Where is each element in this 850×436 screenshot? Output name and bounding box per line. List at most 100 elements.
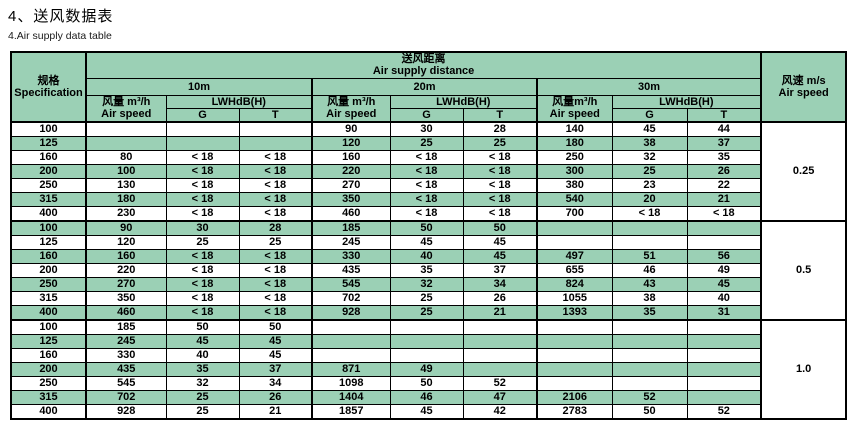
value-cell: 1098 [311, 375, 391, 391]
spec-cell: 250 [10, 177, 87, 193]
value-cell: 50 [238, 318, 313, 335]
value-cell [311, 347, 391, 363]
table-row: 200 100 < 18 < 18 220 < 18 < 18 300 25 26 [10, 163, 846, 179]
value-cell: < 18 [165, 163, 240, 179]
value-cell: 45 [165, 333, 240, 349]
value-cell: < 18 [238, 177, 313, 193]
value-cell: 32 [389, 276, 464, 292]
air-speed-header-en: Air speed [778, 86, 829, 99]
value-cell: 220 [85, 262, 167, 278]
spec-cell: 200 [10, 262, 87, 278]
value-cell [686, 219, 762, 236]
value-cell: 928 [85, 403, 167, 419]
value-cell: 245 [85, 333, 167, 349]
value-cell: 50 [389, 375, 464, 391]
table-row: 125 245 45 45 [10, 333, 846, 349]
value-cell: < 18 [238, 304, 313, 320]
table-row: 315 702 25 26 1404 46 47 2106 52 [10, 389, 846, 405]
value-cell: < 18 [238, 248, 313, 264]
table-row: 250 545 32 34 1098 50 52 [10, 375, 846, 391]
value-cell [536, 318, 613, 335]
value-cell: 52 [462, 375, 538, 391]
value-cell: 20 [611, 191, 688, 207]
value-cell: < 18 [389, 191, 464, 207]
spec-header-zh: 规格 [37, 74, 60, 87]
value-cell: 25 [389, 290, 464, 306]
value-cell: 49 [389, 361, 464, 377]
value-cell [686, 347, 762, 363]
value-cell [536, 375, 613, 391]
value-cell: < 18 [611, 205, 688, 221]
flow-header-30m-en: Air speed [549, 108, 600, 120]
spec-cell: 400 [10, 205, 87, 221]
value-cell [389, 333, 464, 349]
value-cell [611, 347, 688, 363]
value-cell: < 18 [165, 177, 240, 193]
value-cell: 26 [462, 290, 538, 306]
value-cell: < 18 [238, 191, 313, 207]
spec-cell: 400 [10, 304, 87, 320]
spec-cell: 160 [10, 248, 87, 264]
value-cell: 700 [536, 205, 613, 221]
flow-header-10m-zh: 风量 m³/h [102, 96, 151, 108]
value-cell: 497 [536, 248, 613, 264]
t-header-10m: T [238, 107, 313, 122]
value-cell: 25 [462, 135, 538, 151]
air-speed-header-zh: 风速 m/s [781, 74, 826, 87]
value-cell [238, 120, 313, 137]
value-cell: 45 [389, 234, 464, 250]
spec-cell: 160 [10, 347, 87, 363]
value-cell [686, 318, 762, 335]
value-cell: 23 [611, 177, 688, 193]
section-title-zh: 4、送风数据表 [8, 8, 114, 25]
value-cell [536, 234, 613, 250]
value-cell [85, 120, 167, 137]
spec-cell: 315 [10, 290, 87, 306]
value-cell: 1393 [536, 304, 613, 320]
value-cell: 90 [311, 120, 391, 137]
value-cell [686, 234, 762, 250]
air-speed-header-cell: 风速 m/s Air speed [760, 51, 847, 122]
table-row: 100 90 30 28 140 45 44 0.25 [10, 120, 847, 221]
value-cell: 56 [686, 248, 762, 264]
value-cell: 2106 [536, 389, 613, 405]
value-cell: 45 [462, 234, 538, 250]
value-cell: < 18 [165, 304, 240, 320]
value-cell: 140 [536, 120, 613, 137]
value-cell: 21 [462, 304, 538, 320]
value-cell: 40 [389, 248, 464, 264]
spec-header-en: Specification [14, 86, 83, 99]
value-cell: < 18 [238, 149, 313, 165]
value-cell [311, 318, 391, 335]
spec-cell: 160 [10, 149, 87, 165]
value-cell: < 18 [462, 149, 538, 165]
value-cell: 245 [311, 234, 391, 250]
value-cell: 25 [389, 135, 464, 151]
air-speed-value-cell: 1.0 [760, 318, 847, 419]
value-cell: 26 [686, 163, 762, 179]
value-cell [611, 333, 688, 349]
value-cell [389, 347, 464, 363]
t-header-30m: T [686, 107, 762, 122]
value-cell: 702 [311, 290, 391, 306]
value-cell [238, 135, 313, 151]
value-cell: < 18 [389, 177, 464, 193]
value-cell: 32 [165, 375, 240, 391]
value-cell: 26 [238, 389, 313, 405]
value-cell: 230 [85, 205, 167, 221]
value-cell [686, 389, 762, 405]
value-cell [686, 333, 762, 349]
value-cell: < 18 [238, 290, 313, 306]
value-cell: 540 [536, 191, 613, 207]
value-cell: 46 [611, 262, 688, 278]
value-cell [536, 219, 613, 236]
value-cell: 45 [238, 347, 313, 363]
value-cell: 460 [311, 205, 391, 221]
header-row-distance: 规格 Specification 送风距离 Air supply distanc… [10, 51, 847, 122]
spec-cell: 100 [10, 219, 87, 236]
value-cell: 38 [611, 290, 688, 306]
value-cell: 180 [85, 191, 167, 207]
value-cell: < 18 [238, 262, 313, 278]
g-header-30m: G [611, 107, 688, 122]
table-row: 200 220 < 18 < 18 435 35 37 655 46 49 [10, 262, 846, 278]
